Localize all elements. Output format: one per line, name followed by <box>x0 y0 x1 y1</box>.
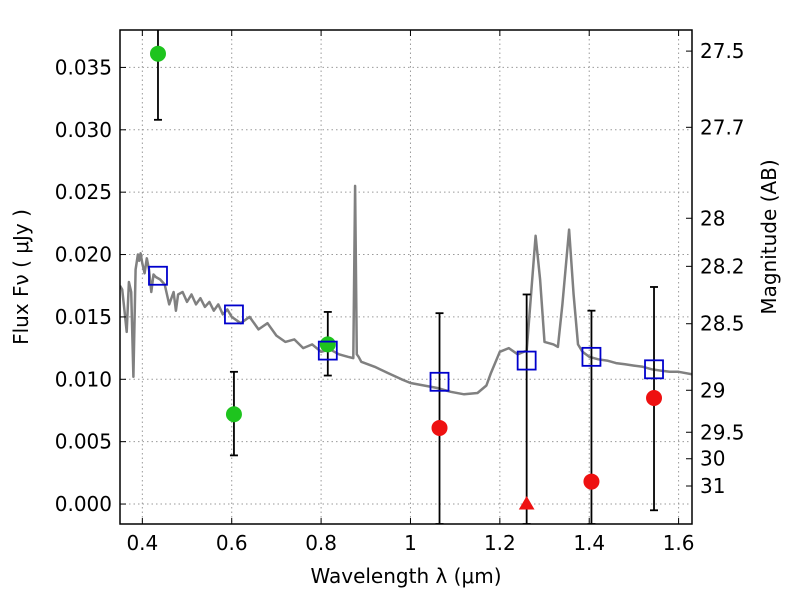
green-data-point <box>149 45 166 62</box>
model-photometry-square <box>516 350 537 371</box>
x-axis-label: Wavelength λ (μm) <box>310 564 501 588</box>
grid-layer <box>120 30 692 524</box>
y-axis-label: Flux Fν ( μJy ) <box>9 209 33 345</box>
plot-frame <box>119 29 693 525</box>
model-photometry-square <box>581 346 602 367</box>
x-tick-label: 0.6 <box>216 531 248 555</box>
x-tick-label: 1 <box>404 531 417 555</box>
y-tick-label: 0.035 <box>55 55 112 79</box>
model-photometry-square <box>224 304 244 325</box>
y-tick-label: 0.020 <box>55 243 112 267</box>
green-data-point <box>319 336 336 353</box>
model-photometry-square <box>429 371 450 392</box>
y2-tick-label: 27.7 <box>700 115 745 139</box>
model-photometry-square <box>148 265 168 286</box>
y-tick-label: 0.025 <box>55 180 112 204</box>
y-tick-label: 0.000 <box>55 492 112 516</box>
y-tick-label: 0.030 <box>55 118 112 142</box>
green-data-point <box>225 406 242 423</box>
y2-tick-label: 28.5 <box>700 312 745 336</box>
y2-tick-label: 29.5 <box>700 420 745 444</box>
x-tick-label: 0.4 <box>126 531 158 555</box>
y2-tick-label: 28.2 <box>700 254 745 278</box>
x-tick-label: 1.4 <box>573 531 605 555</box>
y2-axis-label: Magnitude (AB) <box>757 159 781 314</box>
y2-tick-label: 31 <box>700 474 725 498</box>
y2-tick-label: 30 <box>700 447 725 471</box>
red-data-point <box>583 473 600 490</box>
tick-layer: 0.4 0.6 0.8 1 1.2 1.4 1.6 0.000 0.005 0.010 0.015 0… <box>55 30 745 555</box>
y2-tick-label: 28 <box>700 206 725 230</box>
y2-tick-label: 27.5 <box>700 39 745 63</box>
red-data-point <box>431 419 448 436</box>
y-tick-label: 0.015 <box>55 305 112 329</box>
plot-layer <box>120 30 692 524</box>
model-spectrum-line <box>120 184 692 396</box>
y-tick-label: 0.005 <box>55 430 112 454</box>
y-tick-label: 0.010 <box>55 367 112 391</box>
x-tick-label: 0.8 <box>305 531 337 555</box>
model-photometry-square <box>644 359 664 380</box>
x-tick-label: 1.6 <box>663 531 695 555</box>
upper-limit-triangle <box>518 496 535 510</box>
x-tick-label: 1.2 <box>484 531 516 555</box>
y2-tick-label: 29 <box>700 378 725 402</box>
model-photometry-square <box>317 340 338 361</box>
red-data-point <box>646 390 663 407</box>
